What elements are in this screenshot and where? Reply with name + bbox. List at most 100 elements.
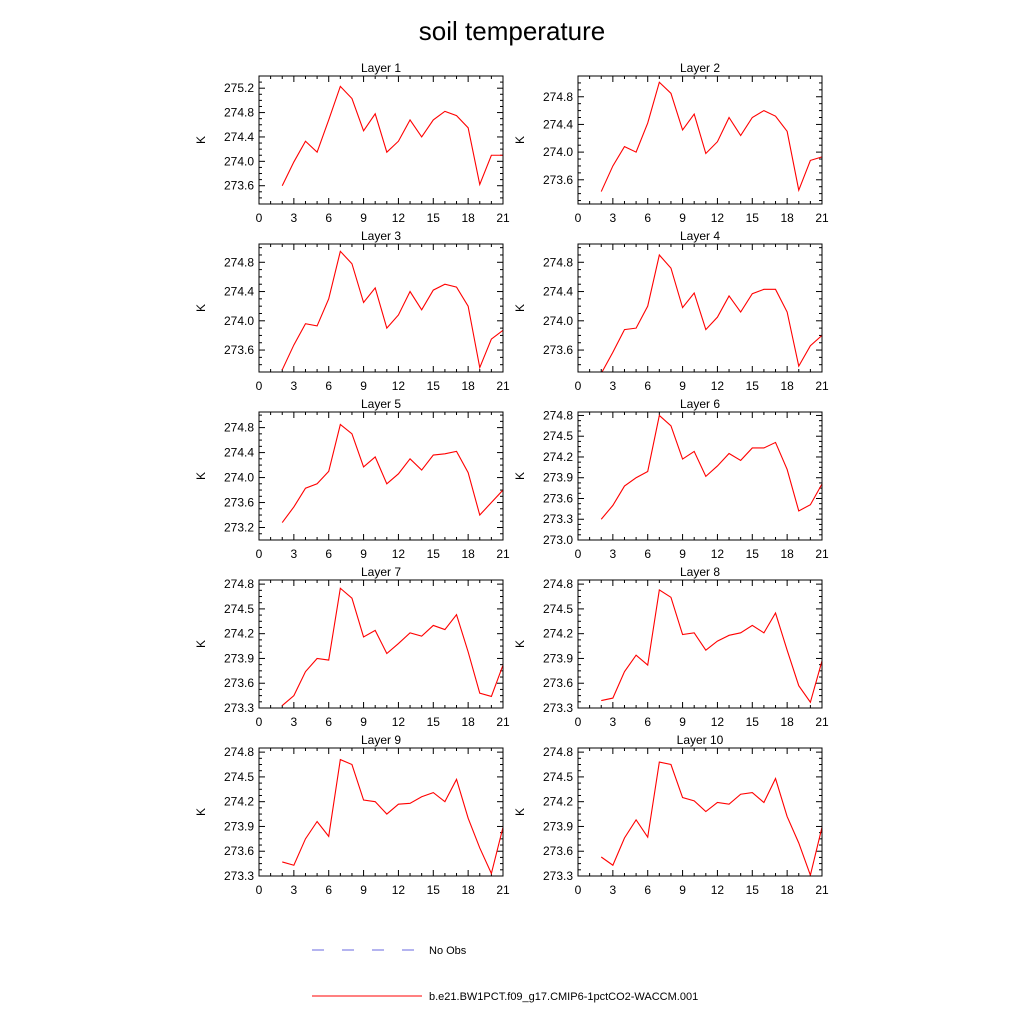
layer-3-title: Layer 3	[361, 229, 401, 243]
layer-1-y-tick-label: 275.2	[224, 81, 254, 95]
layer-6-x-tick-label: 0	[575, 547, 582, 561]
layer-2-x-tick-label: 21	[815, 211, 829, 225]
layer-2-x-ticks	[577, 76, 823, 204]
layer-9-y-tick-label: 274.2	[224, 795, 254, 809]
layer-1-x-ticks	[258, 76, 504, 204]
layer-9-series-line	[282, 758, 503, 876]
layer-4-x-tick-label: 9	[679, 379, 686, 393]
layer-7-x-tick-label: 15	[427, 715, 441, 729]
layer-9-x-tick-label: 0	[256, 883, 263, 897]
layer-1-x-tick-label: 3	[291, 211, 298, 225]
layer-6-x-tick-label: 9	[679, 547, 686, 561]
layer-8-x-tick-label: 6	[644, 715, 651, 729]
layer-3-x-tick-label: 21	[496, 379, 510, 393]
layer-1-x-tick-label: 21	[496, 211, 510, 225]
layer-10-x-tick-label: 3	[610, 883, 617, 897]
layer-10-x-tick-label: 6	[644, 883, 651, 897]
layer-10-series-line	[600, 761, 822, 876]
layer-9-x-tick-label: 6	[325, 883, 332, 897]
layer-6-y-tick-label: 274.2	[543, 450, 573, 464]
layer-4-x-tick-label: 18	[780, 379, 794, 393]
layer-2-title: Layer 2	[680, 61, 720, 75]
layer-1-x-tick-label: 9	[360, 211, 367, 225]
layer-5-x-tick-label: 12	[392, 547, 406, 561]
layer-10-frame	[577, 747, 823, 877]
layer-5-y-tick-label: 273.6	[224, 496, 254, 510]
layer-1-x-tick-label: 12	[392, 211, 406, 225]
layer-3-x-tick-label: 12	[392, 379, 406, 393]
layer-9-x-tick-label: 15	[427, 883, 441, 897]
layer-8-title: Layer 8	[680, 565, 720, 579]
layer-3-series-line	[281, 250, 503, 371]
layer-10-y-tick-label: 273.9	[543, 819, 573, 833]
legend: No Obs b.e21.BW1PCT.f09_g17.CMIP6-1pctCO2…	[312, 945, 698, 1003]
layer-3-frame	[258, 243, 504, 373]
layer-5-x-tick-label: 3	[291, 547, 298, 561]
layer-3-x-tick-label: 0	[256, 379, 263, 393]
layer-1-ylabel: K	[194, 136, 208, 144]
layer-9-frame	[258, 747, 504, 877]
layer-10-x-tick-label: 9	[679, 883, 686, 897]
layer-9-x-tick-label: 3	[291, 883, 298, 897]
layer-10-x-tick-label: 15	[746, 883, 760, 897]
layer-5-x-tick-label: 9	[360, 547, 367, 561]
layer-2-y-tick-label: 274.8	[543, 90, 573, 104]
layer-7-title: Layer 7	[361, 565, 401, 579]
layer-5-title: Layer 5	[361, 397, 401, 411]
layer-6-x-tick-label: 18	[780, 547, 794, 561]
layer-7-y-tick-label: 274.2	[224, 627, 254, 641]
layer-3-y-tick-label: 273.6	[224, 343, 254, 357]
layer-6-y-tick-label: 273.3	[543, 512, 573, 526]
layer-7-x-ticks	[258, 580, 504, 708]
layer-2-y-tick-label: 273.6	[543, 173, 573, 187]
layer-3-x-tick-label: 3	[291, 379, 298, 393]
layer-10-y-tick-label: 274.5	[543, 770, 573, 784]
layer-4-series-line	[601, 253, 822, 372]
layer-3-x-tick-label: 6	[325, 379, 332, 393]
layer-2-x-tick-label: 18	[780, 211, 794, 225]
layer-2-x-tick-label: 15	[746, 211, 760, 225]
layer-8-x-tick-label: 15	[746, 715, 760, 729]
layer-6-y-tick-label: 273.6	[543, 491, 573, 505]
layer-7-panel: Layer 7 K 0 3 6 9 12 15 18 21 273.3 273.6 273.9 274.2…	[194, 565, 510, 729]
layer-5-x-ticks	[258, 412, 504, 540]
layer-2-x-tick-label: 6	[644, 211, 651, 225]
layer-7-x-tick-label: 21	[496, 715, 510, 729]
layer-4-x-tick-label: 3	[610, 379, 617, 393]
layer-6-series-line	[600, 414, 822, 520]
layer-2-x-tick-label: 3	[610, 211, 617, 225]
layer-4-x-tick-label: 21	[815, 379, 829, 393]
layer-4-y-tick-label: 273.6	[543, 343, 573, 357]
layer-4-y-tick-label: 274.4	[543, 285, 573, 299]
layer-6-frame	[577, 411, 823, 541]
layer-7-y-tick-label: 274.5	[224, 602, 254, 616]
layer-6-y-tick-label: 274.5	[543, 429, 573, 443]
layer-6-title: Layer 6	[680, 397, 720, 411]
layer-8-x-tick-label: 21	[815, 715, 829, 729]
layer-2-y-tick-label: 274.0	[543, 145, 573, 159]
layer-1-y-tick-label: 274.0	[224, 154, 254, 168]
layer-8-x-tick-label: 3	[610, 715, 617, 729]
layer-4-panel: Layer 4 K 0 3 6 9 12 15 18 21 273.6 274.0 274.4 274.8	[513, 229, 829, 393]
layer-1-series-line	[281, 85, 503, 187]
layer-2-x-tick-label: 0	[575, 211, 582, 225]
layer-4-y-tick-label: 274.0	[543, 314, 573, 328]
layer-10-ylabel: K	[513, 808, 527, 816]
layer-5-series-line	[281, 423, 503, 523]
layer-10-x-tick-label: 0	[575, 883, 582, 897]
layer-7-x-tick-label: 6	[325, 715, 332, 729]
layer-1-x-tick-label: 15	[427, 211, 441, 225]
layer-3-x-tick-label: 9	[360, 379, 367, 393]
layer-4-ylabel: K	[513, 304, 527, 312]
layer-5-x-tick-label: 18	[461, 547, 475, 561]
layer-5-x-tick-label: 0	[256, 547, 263, 561]
layer-9-title: Layer 9	[361, 733, 401, 747]
layer-7-frame	[258, 579, 504, 709]
layer-10-x-tick-label: 12	[711, 883, 725, 897]
layer-5-panel: Layer 5 K 0 3 6 9 12 15 18 21 273.2 273.6 274.0 274.4…	[194, 397, 510, 561]
layer-8-x-tick-label: 9	[679, 715, 686, 729]
layer-4-x-tick-label: 12	[711, 379, 725, 393]
layer-2-x-tick-label: 12	[711, 211, 725, 225]
layer-9-y-tick-label: 274.8	[224, 745, 254, 759]
layer-6-x-ticks	[577, 412, 823, 540]
